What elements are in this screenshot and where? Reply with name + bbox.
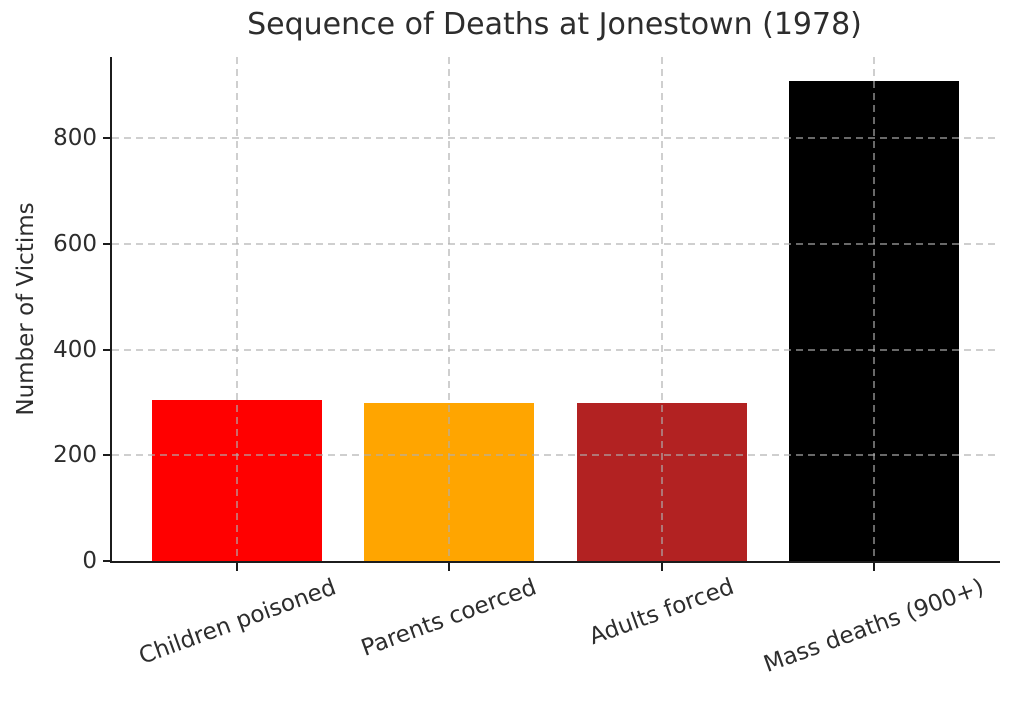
y-tick-label-800: 800 [53, 125, 97, 152]
chart-title: Sequence of Deaths at Jonestown (1978) [247, 7, 862, 42]
horizontal-gridline-800 [112, 137, 997, 140]
x-tick-label-3: Mass deaths (900+) [760, 573, 988, 678]
vertical-gridline-1 [448, 57, 451, 561]
y-tickmark-800 [103, 137, 111, 140]
y-tickmark-200 [103, 454, 111, 457]
vertical-gridline-3 [872, 57, 875, 561]
bottom-spine [110, 561, 1000, 564]
y-tick-label-400: 400 [53, 336, 97, 363]
x-tickmark-2 [660, 563, 663, 572]
horizontal-gridline-600 [112, 243, 997, 245]
y-tickmark-600 [103, 243, 111, 246]
x-tick-label-2: Adults forced [585, 574, 738, 651]
x-tick-label-1: Parents coerced [358, 573, 541, 662]
x-tick-label-0: Children poisoned [135, 573, 339, 670]
vertical-gridline-2 [660, 57, 663, 561]
y-tick-label-200: 200 [53, 442, 97, 469]
vertical-gridline-0 [236, 57, 238, 561]
y-tick-label-0: 0 [82, 548, 97, 574]
y-tickmark-0 [103, 560, 111, 562]
y-tickmark-400 [103, 348, 111, 351]
horizontal-gridlines-layer [112, 57, 997, 561]
vertical-gridlines-layer [112, 57, 997, 561]
plot-area [112, 57, 997, 561]
left-spine [110, 57, 113, 564]
x-tickmark-0 [236, 563, 238, 572]
horizontal-gridline-200 [112, 454, 997, 457]
horizontal-gridline-400 [112, 348, 997, 351]
y-tick-label-600: 600 [53, 231, 97, 258]
x-tickmark-3 [872, 563, 875, 572]
x-tickmark-1 [448, 563, 451, 572]
